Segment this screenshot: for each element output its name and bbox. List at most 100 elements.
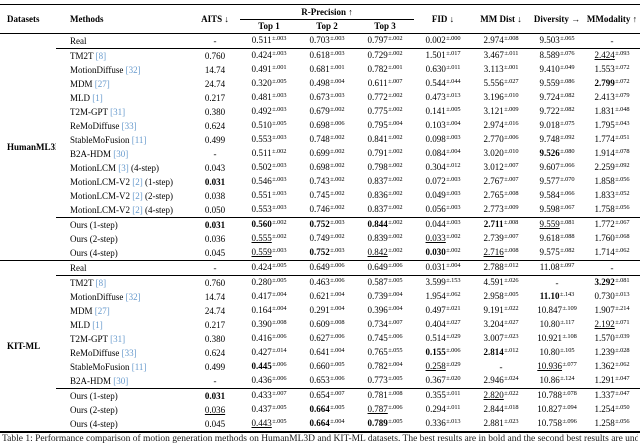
metric-cell: 0.155±.006: [425, 347, 461, 357]
metric-cell: 10.788±.078: [530, 388, 585, 403]
metric-cell: 0.749±.002: [309, 233, 345, 243]
method-name: StableMoFusion: [70, 361, 130, 372]
metric-cell: 0.841±.002: [367, 134, 403, 144]
table-row: HumanML3D Real - 0.511±.003 0.703±.003 0.797±…: [0, 34, 640, 152]
metric-cell: -: [610, 35, 614, 46]
metric-cell: 1.337±.047: [584, 388, 640, 403]
metric-cell: 0.765±.055: [367, 347, 403, 357]
metric-cell: 11.08±.097: [530, 260, 585, 276]
metric-cell: 0.752±.003: [298, 217, 356, 232]
aits-cell: 0.031: [204, 176, 226, 187]
metric-cell: 0.698±.006: [309, 120, 345, 130]
method-name: Ours: [70, 390, 88, 401]
metric-cell: -: [530, 275, 585, 290]
metric-cell: 0.481±.003: [251, 92, 287, 102]
method-name: MotionDiffuse: [70, 291, 124, 302]
metric-cell: 2.424±.093: [584, 48, 640, 63]
metric-cell: 0.511±.002: [251, 148, 287, 158]
metric-cell: 0.555±.002: [251, 233, 287, 243]
metric-cell: 0.782±.001: [367, 64, 403, 74]
method-cell: T2M-GPT [31]: [56, 332, 190, 346]
citation-link[interactable]: [33]: [121, 347, 137, 358]
metric-cell: 9.526±.080: [539, 148, 575, 158]
table-row: T2M-GPT [31] 0.380 0.492±.003 0.679±.002 0.7…: [0, 105, 640, 119]
method-name: MDM: [70, 78, 93, 89]
citation-link[interactable]: [1]: [92, 319, 103, 330]
metric-cell: 0.498±.004: [309, 78, 345, 88]
method-cell: MDM [27]: [56, 77, 190, 91]
metric-cell: 3.007±.023: [483, 333, 519, 343]
metric-cell: 1.833±.052: [594, 190, 630, 200]
metric-cell: 9.191±.022: [483, 305, 519, 315]
citation-link[interactable]: [27]: [94, 78, 110, 89]
metric-cell: 0.473±.013: [425, 92, 461, 102]
citation-link[interactable]: [11]: [131, 134, 147, 145]
table-row: MDM [27] 24.74 0.164±.004 0.291±.004 0.396±.…: [0, 304, 640, 318]
table-row: TM2T [8] 0.760 0.424±.003 0.618±.003 0.729±.…: [0, 48, 640, 63]
metric-cell: 0.560±.002: [240, 217, 298, 232]
citation-link[interactable]: [30]: [113, 148, 129, 159]
aits-cell: 0.050: [204, 204, 226, 215]
table-row: Ours (2-step) 0.036 0.437±.005 0.664±.005 0.…: [0, 403, 640, 417]
metric-cell: 1.254±.050: [594, 404, 630, 414]
metric-cell: 9.559±.086: [539, 78, 575, 88]
table-row: MLD [1] 0.217 0.481±.003 0.673±.003 0.772±.0…: [0, 91, 640, 105]
citation-link[interactable]: [32]: [125, 64, 141, 75]
table-row: Ours (1-step) 0.031 0.560±.002 0.752±.003 0.…: [0, 217, 640, 232]
citation-link[interactable]: [2]: [132, 204, 143, 215]
metric-cell: 3.599±.153: [414, 275, 473, 290]
citation-link[interactable]: [32]: [125, 291, 141, 302]
aits-cell: -: [213, 375, 217, 386]
metric-cell: 0.103±.004: [425, 120, 461, 130]
citation-link[interactable]: [1]: [92, 92, 103, 103]
citation-link[interactable]: [11]: [131, 361, 147, 372]
table-row: MDM [27] 24.74 0.320±.005 0.498±.004 0.611±.…: [0, 77, 640, 91]
aits-cell: 0.045: [204, 247, 226, 258]
table-row: MotionDiffuse [32] 14.74 0.491±.001 0.681±.…: [0, 63, 640, 77]
metric-cell: 2.958±.005: [483, 291, 519, 301]
citation-link[interactable]: [31]: [110, 106, 126, 117]
aits-cell: 0.760: [190, 48, 240, 63]
citation-link[interactable]: [33]: [121, 120, 137, 131]
metric-cell: 0.673±.003: [309, 92, 345, 102]
citation-link[interactable]: [31]: [110, 333, 126, 344]
method-name: ReMoDiffuse: [70, 347, 120, 358]
aits-cell: 24.74: [204, 78, 226, 89]
metric-cell: 0.791±.002: [367, 148, 403, 158]
metric-cell: 0.463±.006: [298, 275, 356, 290]
method-name: B2A-HDM: [70, 375, 112, 386]
citation-link[interactable]: [2]: [132, 176, 143, 187]
method-cell: B2A-HDM [30]: [56, 374, 190, 389]
metric-cell: 1.258±.056: [594, 418, 630, 428]
method-cell: TM2T [8]: [56, 48, 190, 63]
metric-cell: 0.258±.029: [425, 361, 461, 371]
citation-link[interactable]: [30]: [113, 375, 129, 386]
table-row: Ours (4-step) 0.045 0.559±.003 0.752±.003 0.…: [0, 246, 640, 261]
col-header-diversity: Diversity →: [530, 4, 585, 34]
table-header: Datasets Methods AITS ↓ R-Precision ↑ FI…: [0, 4, 640, 34]
metric-cell: 0.141±.005: [425, 106, 461, 116]
citation-link[interactable]: [3]: [118, 162, 129, 173]
citation-link[interactable]: [8]: [95, 277, 107, 288]
col-header-datasets: Datasets: [0, 4, 56, 34]
citation-link[interactable]: [2]: [132, 190, 143, 201]
metric-cell: 0.514±.029: [425, 333, 461, 343]
metric-cell: 0.611±.007: [367, 78, 403, 88]
metric-cell: 2.946±.024: [483, 375, 519, 385]
metric-cell: 0.798±.002: [367, 162, 403, 172]
metric-cell: 3.196±.010: [483, 92, 519, 102]
metric-cell: 0.553±.003: [251, 134, 287, 144]
metric-cell: 0.746±.002: [309, 204, 345, 214]
metric-cell: 0.698±.002: [309, 162, 345, 172]
citation-link[interactable]: [27]: [94, 305, 110, 316]
metric-cell: 5.556±.027: [483, 78, 519, 88]
metric-cell: 0.775±.002: [367, 106, 403, 116]
metric-cell: 3.020±.010: [483, 148, 519, 158]
table-row: T2M-GPT [31] 0.380 0.416±.006 0.627±.006 0.7…: [0, 332, 640, 346]
table-row: MotionLCM-V2 [2] (1-step) 0.031 0.546±.003…: [0, 175, 640, 189]
method-cell: MotionDiffuse [32]: [56, 290, 190, 304]
citation-link[interactable]: [8]: [95, 50, 107, 61]
table-caption: Table 1: Performance comparison of motio…: [2, 434, 638, 444]
method-name: T2M-GPT: [70, 106, 108, 117]
method-cell: Ours (2-step): [56, 403, 190, 417]
